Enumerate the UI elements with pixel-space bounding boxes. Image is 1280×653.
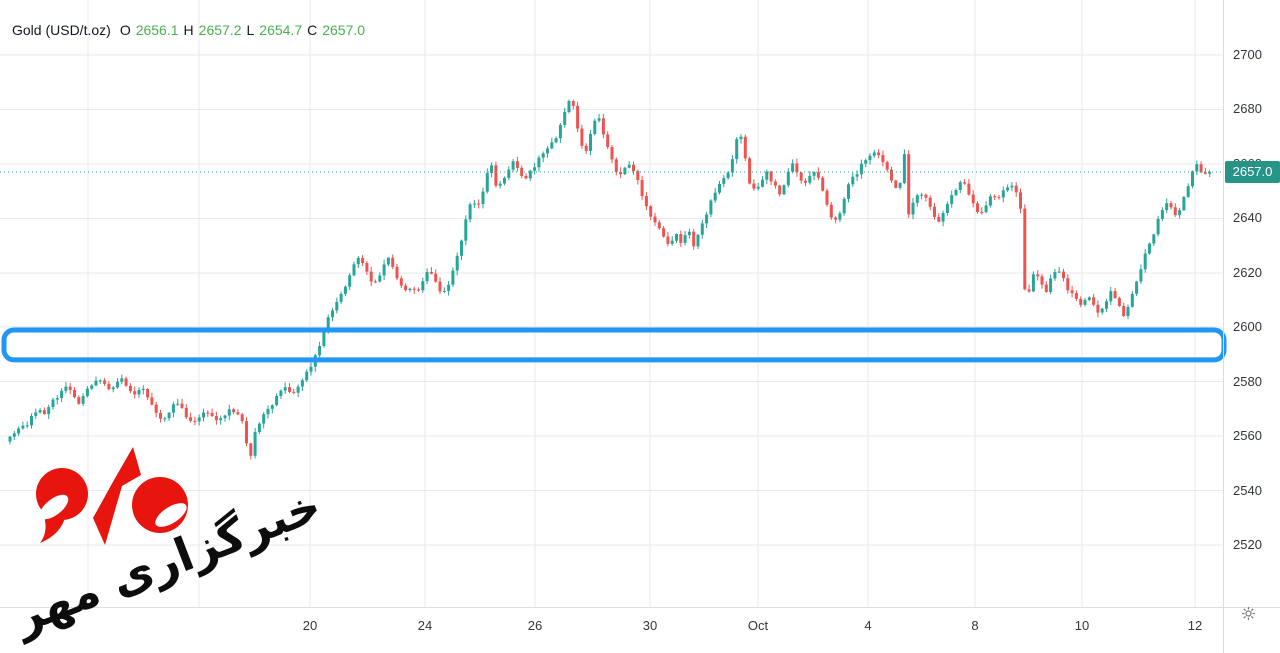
candles <box>8 99 1212 460</box>
low-value: 2654.7 <box>259 22 303 38</box>
open-value: 2656.1 <box>135 22 179 38</box>
time-tick-label: 4 <box>864 618 872 633</box>
price-tick-label: 2560 <box>1233 428 1262 444</box>
time-tick-label: 20 <box>302 618 318 633</box>
open-label: O <box>119 22 131 38</box>
gear-icon <box>1241 606 1255 620</box>
price-tick-label: 2540 <box>1233 482 1262 498</box>
price-tick-label: 2520 <box>1233 537 1262 552</box>
settings-button[interactable] <box>1238 603 1258 623</box>
time-tick-label: 30 <box>642 618 658 633</box>
mehr-logo-mark <box>36 447 188 545</box>
time-tick-label: 24 <box>417 618 433 633</box>
close-label: C <box>307 22 318 38</box>
symbol-title[interactable]: Gold (USD/t.oz) <box>12 22 111 38</box>
price-tick-label: 2580 <box>1233 373 1262 389</box>
price-axis-border <box>1223 0 1224 653</box>
mehr-logo-red-shapes <box>36 447 188 545</box>
price-axis[interactable] <box>1223 0 1280 607</box>
high-label: H <box>183 22 194 38</box>
low-label: L <box>246 22 255 38</box>
price-tick-label: 2700 <box>1233 47 1262 62</box>
support-zone-rectangle[interactable] <box>1 327 1227 363</box>
price-tick-label: 2640 <box>1233 210 1262 226</box>
price-tick-label: 2620 <box>1233 264 1262 280</box>
time-tick-label: 8 <box>971 618 979 633</box>
close-value: 2657.0 <box>322 22 366 38</box>
time-tick-label: 26 <box>527 618 543 633</box>
price-tick-label: 2680 <box>1233 101 1262 117</box>
mehr-logo-white-swooshes <box>39 494 187 527</box>
price-tick-label: 2600 <box>1233 319 1262 335</box>
time-tick-label: 12 <box>1187 618 1203 633</box>
time-tick-label: 10 <box>1074 618 1090 633</box>
high-value: 2657.2 <box>198 22 242 38</box>
time-axis-border <box>0 607 1280 608</box>
last-price-badge: 2657.0 <box>1225 161 1280 184</box>
time-tick-label: Oct <box>747 618 769 633</box>
legend: Gold (USD/t.oz) O 2656.1 H 2657.2 L 2654… <box>12 22 365 38</box>
